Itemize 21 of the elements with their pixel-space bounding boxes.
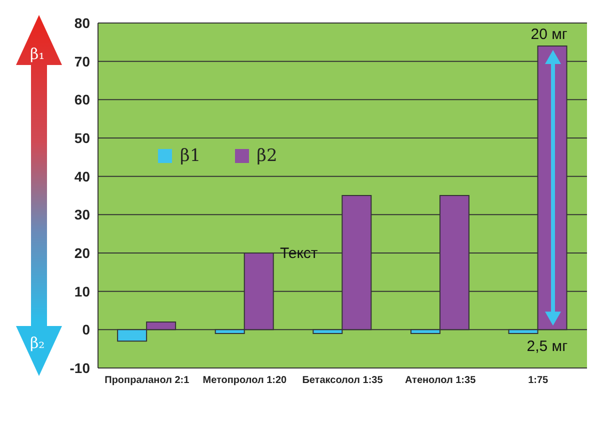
legend-label: β1 xyxy=(180,146,201,166)
text: β₁ xyxy=(30,45,45,63)
y-tick-label: 80 xyxy=(74,14,90,31)
y-tick-label: 0 xyxy=(82,322,90,338)
x-tick-label: Бетаксолол 1:35 xyxy=(302,375,384,386)
x-tick-label: Метопролол 1:20 xyxy=(202,375,288,386)
x-tick-label: Пропраланол 2:1 xyxy=(104,375,190,386)
y-tick-label: 50 xyxy=(74,130,90,146)
x-tick-label: Атенолол 1:35 xyxy=(404,375,476,386)
text: β₂ xyxy=(30,334,45,352)
x-tick-label: 1:75 xyxy=(528,375,549,386)
y-tick-label: 60 xyxy=(74,92,90,108)
y-tick-label: 30 xyxy=(74,206,90,223)
legend-label: β2 xyxy=(256,146,278,166)
annotation: 2,5 мг xyxy=(526,338,568,355)
annotation: 20 мг xyxy=(530,26,568,43)
y-tick-label: 40 xyxy=(74,168,90,184)
y-tick-label: 10 xyxy=(74,283,90,300)
y-tick-label: 70 xyxy=(74,53,90,70)
y-tick-label: -10 xyxy=(70,360,90,376)
y-tick-label: 20 xyxy=(74,244,90,261)
